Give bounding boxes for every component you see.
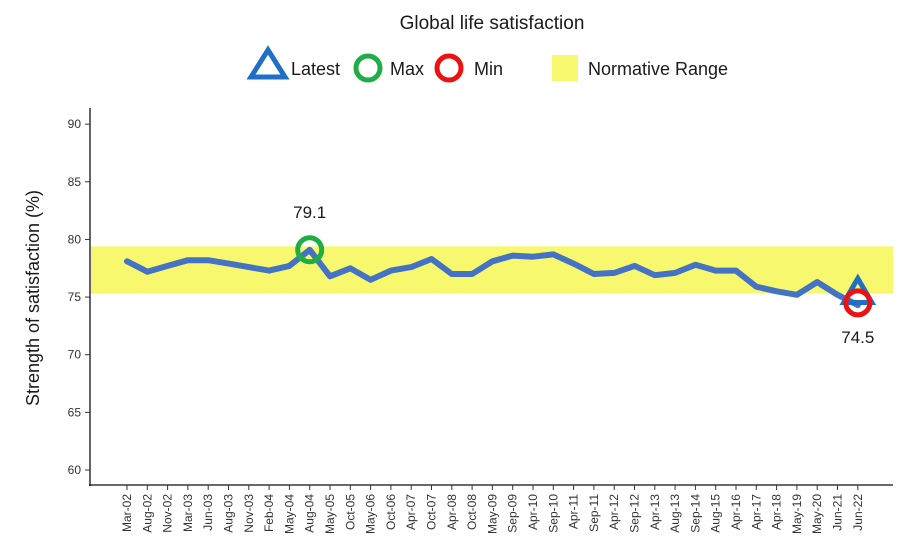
- x-tick-label: Feb-04: [262, 494, 276, 532]
- x-tick-label: Sep-14: [688, 494, 702, 533]
- x-tick-label: Aug-13: [668, 494, 682, 533]
- legend-latest-triangle: [246, 45, 290, 80]
- y-tick-label: 60: [68, 463, 82, 477]
- legend-min-label: Min: [474, 59, 503, 79]
- x-tick-label: Aug-02: [140, 494, 154, 533]
- y-tick-label: 85: [68, 175, 82, 189]
- x-tick-label: Apr-17: [749, 494, 763, 530]
- x-tick-label: Aug-15: [709, 494, 723, 533]
- chart-title: Global life satisfaction: [400, 13, 585, 34]
- y-axis-label: Strength of satisfaction (%): [23, 190, 43, 406]
- x-tick-label: Oct-08: [465, 494, 479, 530]
- normative-range-band: [91, 246, 893, 294]
- y-tick-label: 75: [68, 290, 82, 304]
- y-tick-label: 80: [68, 232, 82, 246]
- series-line: [124, 246, 861, 309]
- y-tick-label: 90: [68, 117, 82, 131]
- max-marker: [295, 235, 325, 265]
- legend-max-label: Max: [390, 59, 424, 79]
- x-tick-label: Apr-11: [567, 494, 581, 529]
- annotation-markers: 79.1 74.5: [293, 203, 877, 347]
- x-tick-label: Sep-12: [628, 494, 642, 533]
- series-line-group: [124, 246, 861, 309]
- x-tick-label: Jun-22: [851, 494, 865, 531]
- x-tick-label: Sep-11: [587, 494, 601, 532]
- max-value-label: 79.1: [293, 203, 326, 222]
- x-tick-label: Sep-09: [506, 494, 520, 533]
- legend-item-latest: Latest: [246, 45, 340, 80]
- x-tick-label: Aug-03: [222, 494, 236, 533]
- legend-latest-label: Latest: [291, 59, 340, 79]
- y-tick-label: 70: [68, 348, 82, 362]
- x-tick-label: Nov-03: [242, 494, 256, 533]
- legend-min-circle: [434, 53, 464, 83]
- x-tick-label: Apr-08: [445, 494, 459, 530]
- x-tick-label: Apr-16: [729, 494, 743, 530]
- x-tick-label: Mar-02: [120, 494, 134, 532]
- x-tick-label: May-06: [364, 494, 378, 534]
- normative-range-band-group: [91, 246, 893, 294]
- axes: [89, 108, 893, 486]
- legend-item-normative-range: Normative Range: [552, 55, 728, 81]
- x-tick-label: Apr-12: [607, 494, 621, 530]
- legend-max-circle: [353, 53, 383, 83]
- y-axis-ticks: 60 65 70 75 80 85 90: [68, 117, 90, 477]
- x-tick-label: Oct-05: [343, 494, 357, 530]
- min-marker: [843, 288, 873, 318]
- legend-normative-swatch: [552, 55, 578, 81]
- legend: Latest Max Min Normative Range: [246, 45, 728, 83]
- legend-item-min: Min: [434, 53, 503, 83]
- x-tick-label: Mar-03: [181, 494, 195, 532]
- x-tick-label: May-05: [323, 494, 337, 534]
- x-tick-label: Oct-06: [384, 494, 398, 530]
- legend-item-max: Max: [353, 53, 424, 83]
- x-tick-label: Apr-10: [526, 494, 540, 530]
- x-tick-label: May-04: [282, 494, 296, 534]
- x-axis-ticks: Mar-02 Aug-02 Nov-02 Mar-03 Jun-03 Aug-03 Nov-…: [120, 485, 865, 534]
- y-tick-label: 65: [68, 405, 82, 419]
- x-tick-label: Apr-13: [648, 494, 662, 530]
- x-tick-label: May-20: [810, 494, 824, 534]
- x-tick-label: Oct-07: [425, 494, 439, 530]
- legend-normative-label: Normative Range: [588, 59, 728, 79]
- x-tick-label: Jun-03: [201, 494, 215, 531]
- x-tick-label: Apr-07: [404, 494, 418, 530]
- x-tick-label: Sep-10: [546, 494, 560, 533]
- x-tick-label: Apr-18: [770, 494, 784, 530]
- x-tick-label: Jun-21: [831, 494, 845, 531]
- min-value-label: 74.5: [841, 328, 874, 347]
- x-tick-label: May-19: [790, 494, 804, 534]
- x-tick-label: May-09: [485, 494, 499, 534]
- x-tick-label: Aug-04: [303, 494, 317, 533]
- chart-title-group: Global life satisfaction: [400, 13, 585, 34]
- x-tick-label: Nov-02: [161, 494, 175, 533]
